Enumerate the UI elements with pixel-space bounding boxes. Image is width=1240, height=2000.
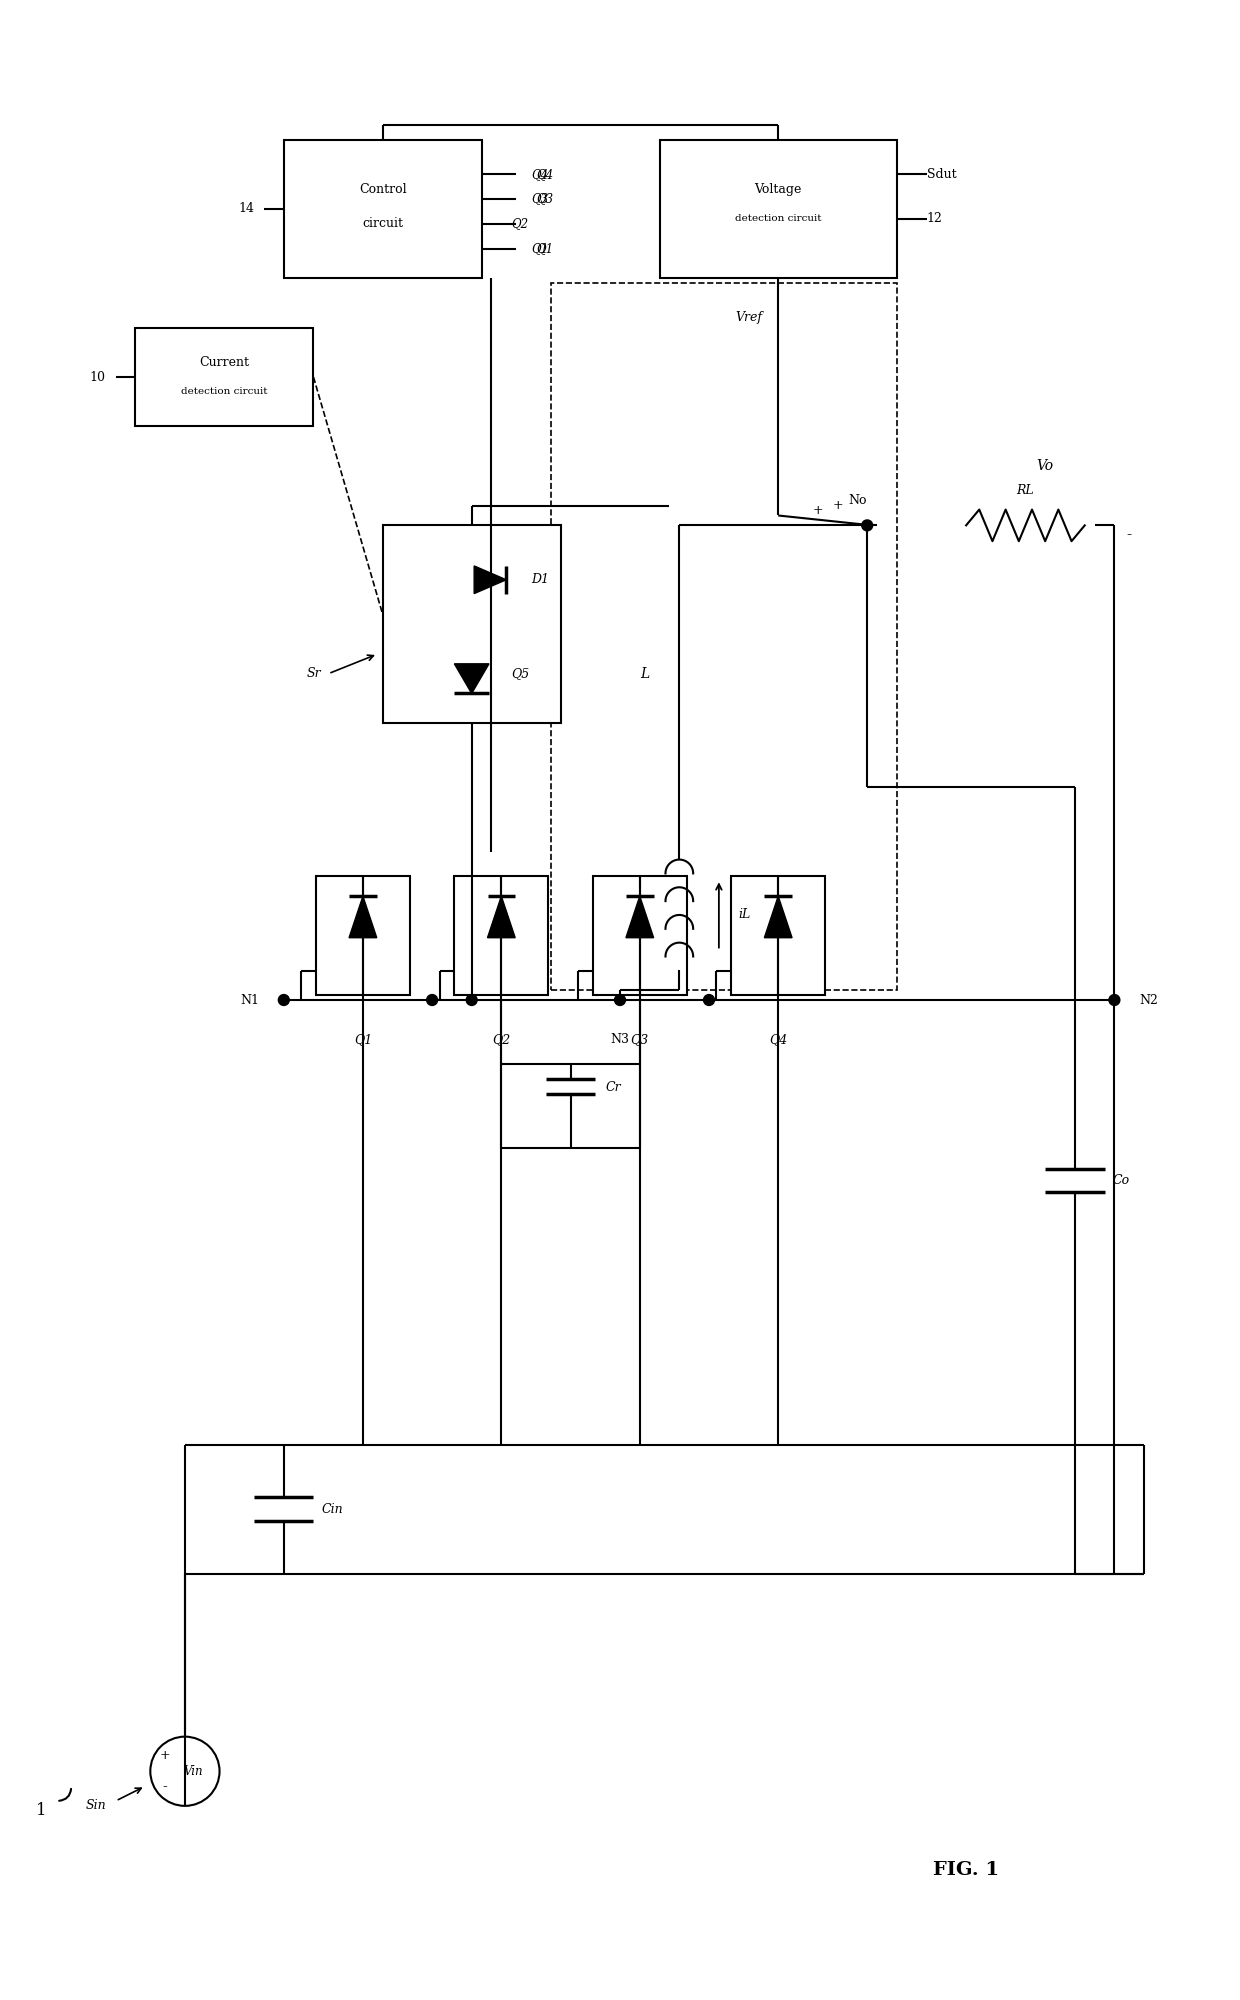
Text: Vin: Vin [184, 1764, 202, 1778]
Bar [383, 526, 560, 724]
Circle shape [615, 994, 625, 1006]
Text: Vref: Vref [735, 312, 763, 324]
Text: Current: Current [200, 356, 249, 368]
Text: 12: 12 [926, 212, 942, 226]
Text: Q2: Q2 [492, 1034, 511, 1046]
Polygon shape [474, 566, 506, 594]
Text: Q3: Q3 [631, 1034, 649, 1046]
Text: Sdut: Sdut [926, 168, 956, 180]
Text: Q1: Q1 [353, 1034, 372, 1046]
Text: FIG. 1: FIG. 1 [932, 1862, 999, 1880]
Text: No: No [848, 494, 867, 508]
Bar [316, 876, 410, 996]
Polygon shape [764, 896, 792, 938]
Bar [593, 876, 687, 996]
Bar [732, 876, 825, 996]
Bar [551, 284, 897, 990]
Text: +: + [812, 504, 823, 518]
Text: Q4: Q4 [536, 168, 553, 180]
Circle shape [466, 994, 477, 1006]
Text: D1: D1 [531, 574, 549, 586]
Text: Control: Control [358, 182, 407, 196]
Text: Q5: Q5 [511, 668, 529, 680]
Bar [135, 328, 314, 426]
Circle shape [1109, 994, 1120, 1006]
Text: L: L [640, 666, 650, 680]
Text: 14: 14 [238, 202, 254, 216]
Circle shape [427, 994, 438, 1006]
Text: iL: iL [739, 908, 751, 922]
Polygon shape [626, 896, 653, 938]
Circle shape [703, 994, 714, 1006]
Text: -: - [1127, 528, 1132, 542]
Bar [660, 140, 897, 278]
Polygon shape [487, 896, 515, 938]
Text: Cin: Cin [321, 1502, 343, 1516]
Text: N3: N3 [610, 1034, 630, 1046]
Text: 10: 10 [89, 370, 105, 384]
Polygon shape [454, 664, 489, 694]
Bar [284, 140, 481, 278]
Text: RL: RL [1017, 484, 1034, 498]
Text: Q1: Q1 [536, 242, 553, 256]
Text: circuit: circuit [362, 218, 403, 230]
Text: detection circuit: detection circuit [735, 214, 821, 224]
Text: +: + [832, 500, 843, 512]
Text: Sr: Sr [306, 668, 321, 680]
Text: detection circuit: detection circuit [181, 388, 268, 396]
Circle shape [862, 520, 873, 530]
Circle shape [278, 994, 289, 1006]
Polygon shape [350, 896, 377, 938]
Text: Sin: Sin [86, 1800, 107, 1812]
Text: +: + [160, 1748, 170, 1762]
Text: Cr: Cr [605, 1080, 621, 1094]
Text: Q3: Q3 [536, 192, 553, 206]
Text: Q4: Q4 [531, 168, 548, 180]
Text: Vo: Vo [1037, 460, 1054, 474]
Bar [454, 876, 548, 996]
Text: Co: Co [1112, 1174, 1130, 1186]
Text: Q1: Q1 [531, 242, 548, 256]
Text: Q3: Q3 [531, 192, 548, 206]
Text: N2: N2 [1140, 994, 1158, 1006]
Text: 1: 1 [36, 1802, 47, 1820]
Text: Voltage: Voltage [754, 182, 802, 196]
Text: Q2: Q2 [511, 218, 528, 230]
Text: Q4: Q4 [769, 1034, 787, 1046]
Text: N1: N1 [241, 994, 259, 1006]
Text: -: - [162, 1780, 167, 1794]
